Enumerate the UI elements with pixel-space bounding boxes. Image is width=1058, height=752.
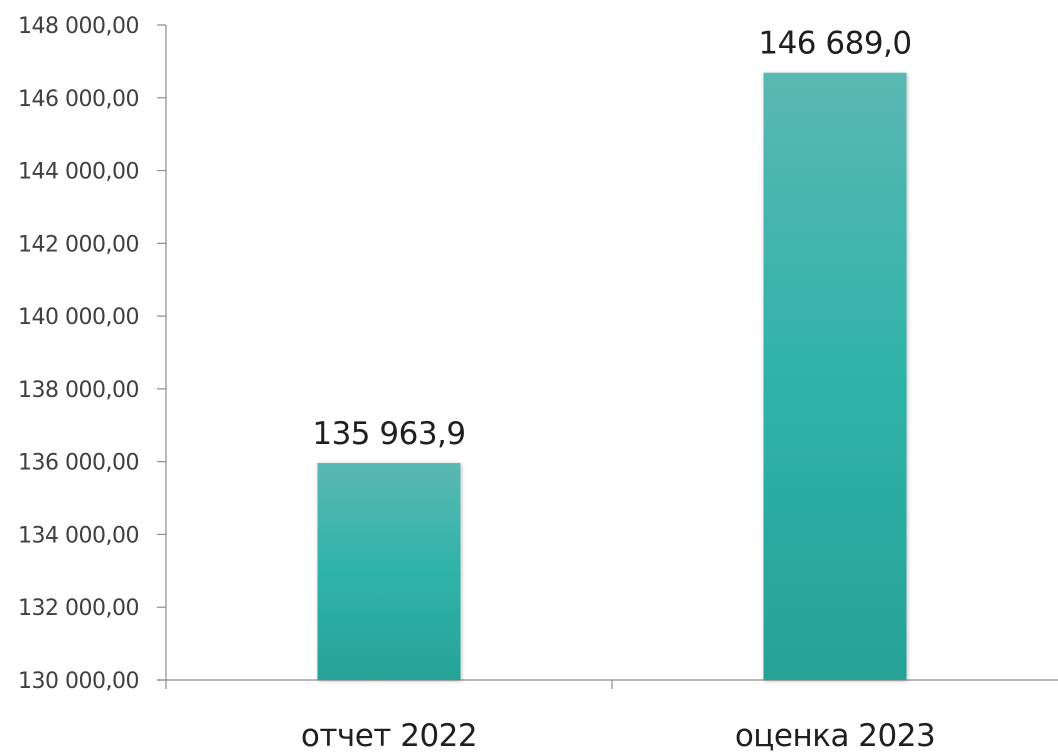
- y-tick-label: 146 000,00: [18, 87, 139, 112]
- y-tick-label: 134 000,00: [18, 523, 139, 548]
- bar-2: [763, 72, 907, 681]
- y-tick-label: 130 000,00: [18, 669, 139, 694]
- y-tick-label: 144 000,00: [18, 160, 139, 185]
- y-tick-label: 142 000,00: [18, 232, 139, 257]
- y-axis: 130 000,00 132 000,00 134 000,00 136 000,00…: [18, 14, 167, 694]
- data-labels: 135 963,9 146 689,0: [312, 26, 912, 452]
- y-tick-label: 132 000,00: [18, 596, 139, 621]
- data-label: 146 689,0: [758, 26, 911, 62]
- data-label: 135 963,9: [312, 416, 465, 452]
- y-tick-label: 140 000,00: [18, 305, 139, 330]
- x-axis: отчет 2022 оценка 2023: [157, 679, 1058, 752]
- x-category-label: отчет 2022: [301, 718, 477, 752]
- y-tick-label: 138 000,00: [18, 378, 139, 403]
- y-tick-label: 136 000,00: [18, 451, 139, 476]
- bar-1: [317, 462, 461, 680]
- bars: [317, 72, 907, 681]
- x-category-label: оценка 2023: [735, 718, 935, 752]
- y-tick-label: 148 000,00: [18, 14, 139, 39]
